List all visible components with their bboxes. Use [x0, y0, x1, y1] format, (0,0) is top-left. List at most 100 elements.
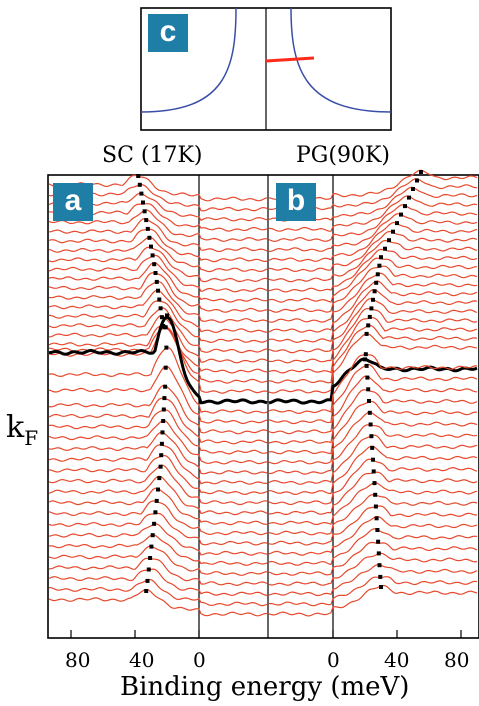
edc-curve: [268, 564, 478, 597]
edc-curve: [48, 500, 268, 536]
peak-dot: [415, 178, 419, 183]
peak-dot: [161, 407, 166, 412]
peak-dot: [164, 345, 169, 350]
peak-dot: [403, 204, 407, 209]
panel-b-title: PG(90K): [296, 143, 390, 168]
peak-dot: [152, 521, 157, 526]
peak-dot: [371, 457, 375, 462]
edc-curve: [48, 464, 268, 506]
edc-curve: [48, 419, 268, 465]
edc-curve: [268, 307, 478, 364]
edc-curve: [268, 248, 478, 293]
tick-label-a-40: 40: [129, 648, 155, 672]
kf-curve: [268, 357, 478, 405]
peak-dot: [363, 357, 367, 362]
peak-dot: [144, 218, 149, 223]
peak-dot: [367, 314, 372, 319]
edc-curve: [268, 576, 478, 607]
peak-dot: [159, 315, 164, 320]
edc-curve: [268, 552, 478, 586]
edc-curve: [268, 265, 478, 313]
peak-dot: [367, 399, 371, 403]
peak-dot: [379, 255, 383, 260]
peak-dot: [159, 441, 164, 446]
peak-dot: [162, 396, 167, 401]
fermi-surface-left: [140, 7, 237, 113]
peak-dot: [136, 174, 141, 178]
edc-curve: [269, 424, 478, 475]
edc-curve: [268, 493, 478, 536]
edc-curve: [48, 209, 268, 242]
edc-curve: [268, 541, 478, 576]
edc-curve: [48, 431, 268, 475]
peak-dot: [364, 363, 369, 368]
peak-dot: [146, 567, 151, 572]
peak-dot: [150, 533, 155, 538]
peak-dot: [387, 238, 391, 243]
edc-curve: [48, 534, 268, 566]
peak-dot: [376, 539, 381, 544]
edc-curve: [48, 578, 268, 607]
edc-curve: [268, 411, 478, 465]
peak-dot: [157, 476, 162, 481]
edc-curve: [268, 389, 478, 445]
peak-dot: [375, 528, 380, 532]
peak-dot: [156, 487, 160, 492]
edc-curve: [268, 505, 478, 546]
peak-dot: [419, 170, 423, 174]
edc-curve: [268, 400, 478, 455]
peak-dot: [376, 551, 381, 556]
edc-curve: [48, 523, 268, 556]
peak-dot: [153, 271, 158, 275]
peak-dot: [373, 492, 378, 497]
plot-frame: [47, 174, 479, 639]
edc-curve: [268, 221, 478, 262]
tick-label-b-0: 0: [327, 648, 340, 672]
peak-dot: [365, 375, 370, 380]
peak-dot: [163, 325, 168, 330]
peak-dot: [152, 262, 157, 267]
edc-curve: [48, 307, 268, 354]
peak-dot: [154, 279, 159, 284]
edc-curve: [268, 272, 478, 323]
edc-curve: [48, 557, 268, 587]
edc-curve: [268, 354, 477, 415]
peak-dot: [364, 331, 369, 336]
peak-dot: [377, 563, 382, 568]
edc-curve: [48, 512, 268, 546]
kf-label: kF: [6, 410, 39, 450]
peak-dot: [363, 352, 368, 357]
peak-dot: [373, 504, 378, 509]
edc-curve: [48, 262, 268, 303]
peak-dot: [157, 297, 162, 302]
peak-dot: [391, 229, 395, 234]
inset-panel: [140, 7, 392, 131]
edc-curve: [48, 254, 268, 293]
peak-dot: [163, 365, 168, 370]
edc-curve: [48, 236, 268, 273]
edc-curve: [268, 332, 478, 394]
edc-curve: [268, 363, 478, 425]
peak-dot: [371, 297, 375, 302]
edc-curve: [268, 515, 478, 556]
peak-dot: [141, 200, 145, 205]
x-ticks: [70, 630, 462, 638]
kf-curve: [48, 315, 268, 405]
edc-curve: [48, 409, 268, 455]
tick-label-b-80: 80: [444, 648, 470, 672]
tick-label-a-0: 0: [193, 648, 206, 672]
peak-dot: [153, 510, 158, 515]
edc-curve: [268, 288, 478, 344]
peak-dot: [374, 280, 379, 285]
edc-curve: [268, 230, 478, 273]
dispersion-dots-a: [136, 174, 169, 593]
peak-dot: [159, 453, 164, 458]
peak-dot: [149, 244, 153, 249]
peak-dot: [375, 272, 380, 277]
momentum-cut: [265, 56, 315, 63]
peak-dot: [399, 212, 403, 217]
peak-dot: [144, 589, 149, 593]
peak-dot: [383, 246, 387, 251]
peak-dot: [378, 574, 383, 579]
edc-curve: [268, 528, 478, 566]
